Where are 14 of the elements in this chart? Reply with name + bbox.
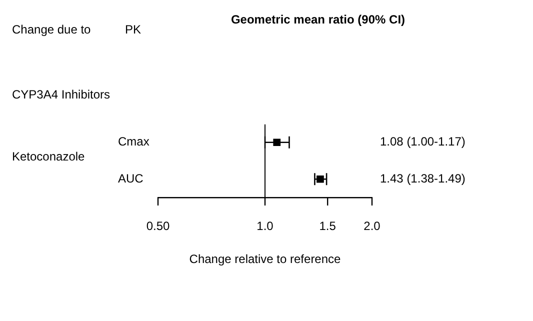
- data-label: 1.43 (1.38-1.49): [380, 171, 466, 186]
- chart-title: Geometric mean ratio (90% CI): [230, 12, 406, 26]
- x-tick-label: 1.0: [256, 219, 274, 234]
- text: CYP3A4 Inhibitors: [12, 87, 110, 102]
- x-axis-title: Change relative to reference: [189, 252, 342, 266]
- x-tick-label: 1.5: [319, 219, 336, 234]
- y-tick-label: Cmax: [118, 134, 150, 149]
- y-tick-label: AUC: [118, 171, 144, 186]
- x-tick-label: 0.50: [146, 219, 170, 234]
- text: PK: [125, 22, 142, 36]
- data-label: 1.08 (1.00-1.17): [380, 134, 466, 149]
- x-tick-label: 2.0: [364, 219, 381, 234]
- text: Change due to: [12, 22, 92, 36]
- text: Ketoconazole: [12, 149, 86, 164]
